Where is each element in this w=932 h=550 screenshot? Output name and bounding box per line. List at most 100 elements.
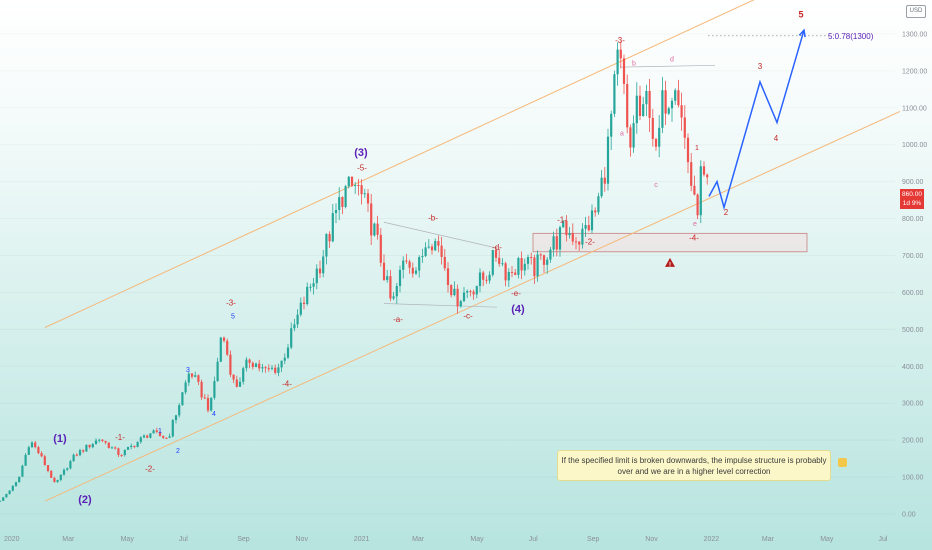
y-tick-label: 500.00 (902, 327, 924, 334)
candle-body (334, 210, 338, 214)
candle-body (341, 197, 344, 207)
candle-body (370, 203, 373, 236)
wave-label: 2 (176, 448, 180, 455)
candle-body (392, 296, 395, 299)
candle-body (88, 444, 91, 448)
candle-body (706, 174, 709, 178)
candle-body (270, 367, 274, 369)
candle-body (667, 108, 670, 114)
candle-body (27, 447, 30, 455)
candle-body (91, 444, 94, 448)
candle-body (248, 359, 251, 363)
candle-body (5, 493, 8, 498)
candle-body (677, 90, 680, 106)
candle-body (171, 420, 174, 437)
y-tick-label: 700.00 (902, 253, 924, 260)
candle-body (232, 374, 235, 380)
candle-body (200, 381, 203, 398)
y-tick-label: 400.00 (902, 364, 924, 371)
candle-body (277, 367, 280, 373)
candle-body (421, 256, 424, 258)
candle-body (206, 397, 210, 411)
candle-body (386, 276, 389, 281)
wave-label: -1- (115, 433, 125, 442)
candle-body (14, 482, 18, 486)
candle-body (546, 259, 549, 265)
pattern-line (383, 303, 498, 308)
candle-body (245, 359, 248, 369)
candle-body (530, 257, 533, 259)
projection-arrow (798, 28, 806, 38)
candle-body (696, 194, 699, 216)
candle-body (21, 465, 24, 477)
candle-body (8, 490, 11, 494)
candle-body (395, 285, 398, 297)
candle-body (354, 185, 357, 187)
candle-body (418, 257, 421, 271)
candle-body (581, 228, 584, 245)
candle-body (82, 450, 85, 452)
candle-body (283, 357, 286, 361)
candle-body (107, 442, 110, 448)
pattern-line (383, 221, 498, 249)
candle-body (616, 49, 619, 75)
wave-label: 2 (724, 208, 729, 217)
candle-body (587, 225, 590, 231)
candle-body (56, 479, 59, 482)
candle-body (382, 262, 386, 281)
candle-body (46, 465, 50, 471)
candle-body (453, 288, 456, 296)
candle-body (174, 415, 178, 421)
candle-body (299, 302, 302, 315)
candle-body (475, 286, 478, 295)
candle-body (651, 117, 654, 139)
candle-body (155, 430, 158, 432)
candle-body (98, 439, 101, 441)
wave-label: -2- (145, 465, 155, 474)
candle-body (302, 302, 306, 305)
candle-body (520, 258, 523, 271)
y-tick-label: 900.00 (902, 179, 924, 186)
candle-body (117, 448, 120, 455)
candle-body (600, 177, 603, 197)
candle-body (376, 223, 379, 235)
candle-body (139, 437, 142, 442)
y-tick-label: 300.00 (902, 401, 924, 408)
candle-body (34, 442, 37, 448)
candle-body (507, 272, 510, 281)
candle-body (533, 257, 536, 277)
candle-body (11, 485, 14, 491)
candle-body (494, 249, 498, 258)
x-tick-label: Jul (879, 536, 888, 543)
candle-body (469, 291, 472, 293)
candle-body (699, 166, 702, 216)
candle-body (136, 441, 139, 447)
candle-body (674, 90, 677, 101)
candle-body (642, 104, 645, 117)
x-tick-label: Nov (645, 536, 658, 543)
note-icon[interactable] (838, 458, 847, 467)
wave-label: -c- (463, 311, 473, 320)
x-tick-label: Mar (62, 536, 75, 543)
candle-body (203, 397, 206, 399)
x-tick-label: 2020 (4, 536, 20, 543)
candle-body (242, 368, 245, 382)
candle-body (318, 268, 322, 274)
currency-badge[interactable]: USD (906, 5, 926, 18)
wave-label: 3 (758, 62, 763, 71)
candle-body (184, 382, 187, 393)
note-callout[interactable]: If the specified limit is broken downwar… (557, 450, 831, 481)
candle-body (309, 286, 312, 288)
wave-label: -1- (557, 215, 567, 224)
x-tick-label: Jul (179, 536, 188, 543)
candle-body (603, 177, 606, 184)
candle-body (24, 454, 27, 466)
y-tick-label: 100.00 (902, 475, 924, 482)
candle-body (645, 91, 648, 105)
candle-body (306, 286, 309, 305)
candle-body (536, 254, 539, 277)
wave-label: (4) (511, 304, 525, 316)
candle-body (610, 113, 613, 137)
